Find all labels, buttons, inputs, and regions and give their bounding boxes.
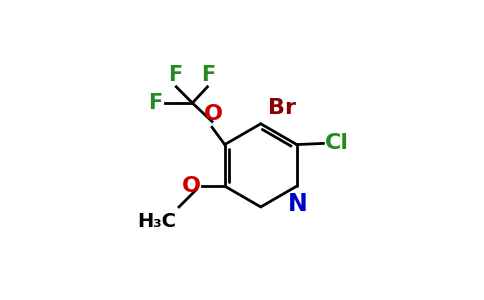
Text: F: F (201, 65, 216, 85)
Text: N: N (288, 192, 308, 216)
Text: Cl: Cl (325, 134, 349, 153)
Text: O: O (204, 104, 223, 124)
Text: Br: Br (268, 98, 296, 118)
Text: F: F (148, 93, 162, 113)
Text: F: F (168, 65, 182, 85)
Text: H₃C: H₃C (137, 212, 177, 231)
Text: O: O (182, 176, 200, 196)
